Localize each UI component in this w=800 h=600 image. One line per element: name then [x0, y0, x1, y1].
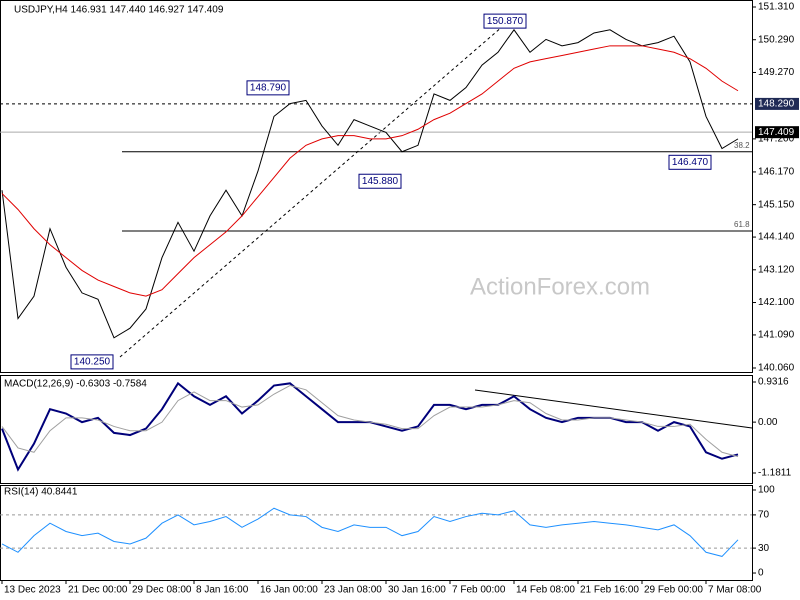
y-tick-label: 70 [758, 510, 770, 521]
x-tick-label: 23 Jan 08:00 [324, 585, 382, 596]
y-tick-label: 0 [758, 568, 764, 579]
y-tick-label: 147.200 [758, 134, 795, 145]
callout-label: 148.790 [250, 82, 287, 93]
y-tick-label: 143.120 [758, 264, 795, 275]
y-tick-label: 100 [758, 485, 775, 496]
callout-label: 140.250 [74, 357, 111, 368]
main-panel [0, 0, 753, 373]
series-line [1, 381, 739, 472]
x-tick-label: 7 Mar 08:00 [708, 585, 762, 596]
trend-line [119, 19, 511, 358]
callout-box [483, 13, 527, 29]
x-tick-label: 29 Dec 08:00 [132, 585, 192, 596]
y-tick-label: 142.100 [758, 297, 795, 308]
x-tick-label: 13 Dec 2023 [4, 585, 61, 596]
series-line [1, 384, 739, 458]
chart-title: USDJPY,H4 146.931 147.440 146.927 147.40… [14, 5, 224, 16]
level-box [755, 97, 799, 110]
level-label: 147.409 [758, 127, 795, 138]
callout-label: 150.870 [487, 16, 524, 27]
y-tick-label: 150.290 [758, 34, 795, 45]
macd-trend-line [474, 389, 753, 429]
level-box [755, 126, 799, 139]
y-tick-label: 146.170 [758, 167, 795, 178]
callout-box [358, 173, 402, 189]
x-tick-label: 21 Feb 16:00 [580, 585, 639, 596]
fib-label: 61.8 [734, 220, 750, 229]
y-tick-label: -1.1811 [758, 468, 792, 479]
y-tick-label: 140.060 [758, 363, 795, 374]
rsi-panel [0, 485, 753, 581]
y-tick-label: 141.090 [758, 330, 795, 341]
fib-label: 38.2 [734, 141, 750, 150]
series-line [1, 45, 739, 297]
x-tick-label: 7 Feb 00:00 [452, 585, 506, 596]
callout-label: 146.470 [672, 157, 709, 168]
series-line [1, 28, 739, 339]
callout-label: 145.880 [362, 176, 399, 187]
y-tick-label: 144.140 [758, 232, 795, 243]
y-tick-label: 151.310 [758, 2, 795, 13]
x-tick-label: 29 Feb 00:00 [644, 585, 703, 596]
x-tick-label: 8 Jan 16:00 [196, 585, 249, 596]
y-tick-label: 145.150 [758, 199, 795, 210]
x-tick-label: 16 Jan 00:00 [260, 585, 318, 596]
series-line [1, 507, 739, 557]
rsi-title: RSI(14) 40.8441 [4, 487, 78, 498]
x-tick-label: 14 Feb 08:00 [516, 585, 575, 596]
level-label: 148.290 [758, 99, 795, 110]
watermark: ActionForex.com [470, 273, 650, 300]
y-tick-label: 0.9316 [758, 377, 789, 388]
y-tick-label: 0.00 [758, 417, 778, 428]
callout-box [246, 80, 290, 96]
macd-panel [0, 375, 753, 484]
y-tick-label: 30 [758, 543, 770, 554]
callout-box [668, 154, 712, 170]
macd-title: MACD(12,26,9) -0.6303 -0.7584 [4, 379, 147, 390]
x-tick-label: 30 Jan 16:00 [388, 585, 446, 596]
x-tick-label: 21 Dec 00:00 [68, 585, 128, 596]
y-tick-label: 149.270 [758, 67, 795, 78]
callout-box [70, 354, 114, 370]
